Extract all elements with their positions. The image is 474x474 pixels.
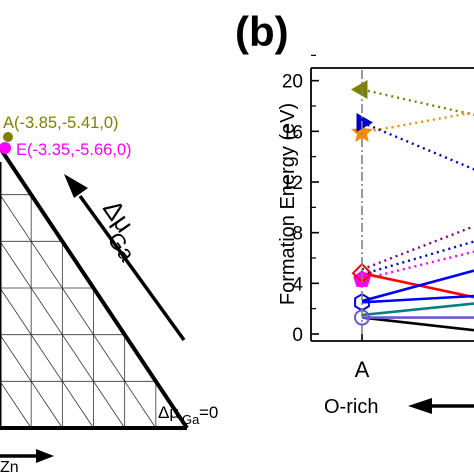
point-e-marker: [0, 142, 11, 154]
chart-markers: [350, 79, 374, 326]
series-line: [361, 269, 474, 303]
series-line: [361, 250, 474, 281]
series-line: [361, 316, 474, 332]
o-rich-arrowhead: [408, 398, 432, 414]
y-tick-label: 20: [282, 72, 303, 93]
ga-zero-equals: =0: [199, 403, 218, 422]
y-tick-label: 16: [282, 122, 303, 143]
y-tick-label: 4: [292, 274, 303, 295]
point-a-marker: [3, 132, 13, 142]
series-marker-triangle-left: [351, 79, 368, 100]
y-tick-label: 0: [292, 325, 303, 346]
y-tick-label: 8: [292, 224, 303, 245]
ternary-panel: A(-3.85,-5.41,0) E(-3.35,-5.66,0) Δμ Ga …: [0, 114, 218, 474]
point-a-label: A(-3.85,-5.41,0): [3, 114, 119, 132]
ga-zero-delta-mu: Δμ: [158, 403, 179, 422]
series-marker-triangle-right: [356, 112, 373, 133]
series-line: [361, 294, 474, 304]
series-line: [361, 225, 474, 271]
ternary-grid-line: [0, 381, 32, 429]
zn-subscript: Zn: [0, 459, 19, 474]
ga-axis-arrowhead: [64, 174, 88, 198]
ga-zero-subscript: Ga: [182, 412, 200, 427]
series-line: [361, 302, 474, 317]
ternary-grid: [0, 194, 157, 429]
ga-axis-arrow-line: [78, 194, 186, 342]
ga-axis-label: Δμ Ga: [97, 194, 140, 266]
zn-axis-arrowhead: [36, 449, 54, 463]
chart-panel-b: 0 4 8 12 16 20 A Formation Energy (eV) O-rich: [277, 54, 474, 418]
y-ticks: 0 4 8 12 16 20: [282, 54, 319, 346]
ternary-grid-line: [0, 194, 157, 429]
series-line: [361, 240, 474, 276]
ternary-grid-line: [0, 241, 125, 429]
series-line: [361, 121, 474, 171]
series-marker-diamond: [351, 262, 373, 284]
triangle-right-edge: [0, 146, 189, 430]
series-marker-star: [350, 121, 374, 142]
point-e-label: E(-3.35,-5.66,0): [16, 141, 132, 159]
series-line: [361, 88, 474, 117]
chart-series: [361, 88, 474, 332]
y-axis-label: Formation Energy (eV): [277, 103, 299, 305]
y-tick-label: 12: [282, 173, 303, 194]
ternary-grid-line: [0, 287, 94, 429]
panel-b-label: (b): [235, 8, 289, 55]
o-rich-label: O-rich: [324, 396, 378, 418]
x-point-label: A: [355, 357, 370, 382]
